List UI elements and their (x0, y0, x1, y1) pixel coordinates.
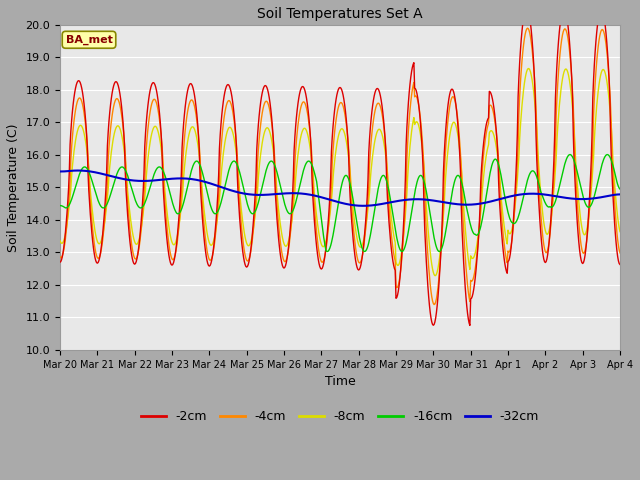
X-axis label: Time: Time (324, 375, 355, 388)
Legend: -2cm, -4cm, -8cm, -16cm, -32cm: -2cm, -4cm, -8cm, -16cm, -32cm (136, 405, 544, 428)
Text: BA_met: BA_met (65, 35, 113, 45)
Y-axis label: Soil Temperature (C): Soil Temperature (C) (7, 123, 20, 252)
Title: Soil Temperatures Set A: Soil Temperatures Set A (257, 7, 423, 21)
